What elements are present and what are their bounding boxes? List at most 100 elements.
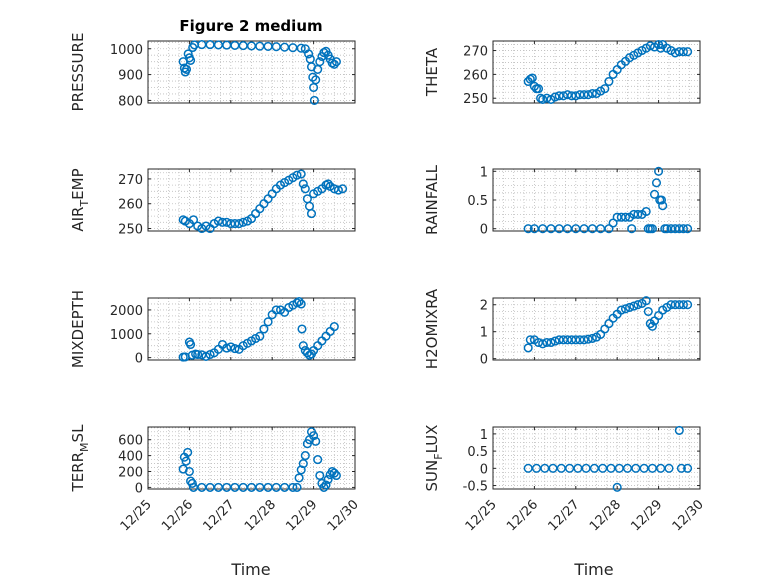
- y-tick-label: 1000: [110, 328, 143, 343]
- data-point: [579, 335, 589, 345]
- data-point: [538, 339, 548, 349]
- data-point: [234, 219, 244, 229]
- axes-box: [147, 297, 356, 361]
- data-point: [633, 300, 643, 310]
- data-point: [333, 185, 343, 195]
- data-point: [321, 480, 331, 490]
- data-point: [571, 91, 581, 101]
- data-point: [263, 317, 273, 327]
- data-point: [271, 305, 281, 315]
- data-point: [288, 482, 298, 492]
- data-point: [527, 73, 537, 83]
- data-point: [294, 297, 304, 307]
- y-axis-label-1: PRESSURE: [69, 33, 87, 112]
- x-tick-label: 12/26: [504, 497, 541, 534]
- y-tick-label: 1: [480, 428, 488, 443]
- data-point: [331, 57, 341, 67]
- data-point: [313, 455, 323, 465]
- subplot-6: 0 1 2 H2OMIXRA: [423, 288, 701, 369]
- x-tick-label: 12/30: [325, 497, 362, 534]
- data-series: [523, 40, 693, 104]
- x-tick-label: 12/29: [628, 497, 665, 534]
- data-point: [255, 331, 265, 341]
- x-tick-label: 12/27: [201, 497, 238, 534]
- y-tick-label: 900: [118, 69, 143, 84]
- data-point: [183, 447, 193, 457]
- subplot-4: 0 0.5 1 RAINFALL: [423, 164, 701, 238]
- data-point: [311, 436, 321, 446]
- x-axis-label-right: Time: [573, 560, 613, 579]
- data-point: [647, 321, 657, 331]
- axes-box: [492, 426, 701, 490]
- data-point: [525, 335, 535, 345]
- data-point: [300, 184, 310, 194]
- data-series: [178, 297, 339, 362]
- data-point: [656, 195, 667, 205]
- data-point: [550, 336, 560, 346]
- data-point: [331, 470, 341, 481]
- data-point: [600, 84, 610, 94]
- data-point: [292, 482, 302, 492]
- figure-title: Figure 2 medium: [179, 17, 322, 35]
- y-tick-label: 400: [118, 450, 143, 465]
- y-tick-label: 0: [480, 353, 488, 368]
- data-point: [608, 218, 618, 228]
- data-series: [523, 425, 693, 492]
- data-point: [238, 217, 248, 227]
- axes-box: [492, 297, 701, 361]
- data-point: [678, 47, 688, 57]
- data-point: [546, 337, 556, 348]
- data-point: [674, 425, 684, 435]
- data-series: [523, 166, 693, 234]
- y-axis-label-7: TERRMSL: [69, 424, 91, 493]
- y-tick-label: 0: [480, 223, 488, 238]
- data-point: [625, 302, 635, 312]
- data-point: [643, 306, 653, 317]
- y-tick-label: 0.5: [467, 194, 488, 209]
- y-tick-label: 260: [118, 198, 143, 213]
- y-tick-label: 0: [480, 462, 488, 477]
- data-point: [186, 339, 196, 350]
- x-tick-label: 12/30: [670, 497, 707, 534]
- data-point: [651, 178, 662, 188]
- data-point: [188, 215, 199, 225]
- data-point: [542, 93, 552, 103]
- data-point: [616, 305, 626, 315]
- data-point: [329, 59, 339, 69]
- y-tick-label: 1: [480, 165, 488, 180]
- data-point: [315, 470, 325, 481]
- grid-lines: [148, 298, 355, 360]
- data-point: [612, 482, 622, 492]
- data-series: [178, 40, 341, 105]
- subplot-2: 250 260 270 THETA: [423, 40, 701, 107]
- data-point: [627, 224, 637, 234]
- data-point: [311, 75, 321, 85]
- data-point: [664, 463, 674, 473]
- y-tick-label: 1000: [110, 43, 143, 58]
- x-tick-label: 12/29: [283, 497, 320, 534]
- data-point: [633, 209, 643, 219]
- axes-box: [147, 40, 356, 104]
- subplot-8: -0.5 0 0.5 1 12/25 12/26 12/27 12/28 12/29 12/30 S…: [423, 425, 707, 535]
- data-point: [554, 91, 564, 101]
- y-tick-label: 1: [480, 326, 488, 341]
- data-point: [620, 304, 631, 314]
- y-tick-label: 250: [118, 223, 143, 238]
- data-point: [533, 84, 544, 94]
- data-point: [230, 344, 240, 354]
- data-point: [297, 324, 307, 334]
- data-point: [296, 169, 306, 179]
- y-tick-label: 2: [480, 299, 488, 314]
- data-point: [296, 43, 306, 53]
- data-point: [523, 224, 533, 234]
- grid-lines: [493, 41, 700, 103]
- data-point: [181, 64, 192, 74]
- data-point: [323, 474, 333, 485]
- subplot-5: 0 1000 2000 MIXDEPTH: [69, 290, 356, 368]
- data-point: [213, 216, 223, 226]
- data-point: [306, 209, 317, 219]
- grid-lines: [148, 427, 355, 489]
- data-point: [676, 463, 686, 473]
- data-point: [542, 337, 552, 348]
- y-axis-label-2: THETA: [423, 47, 441, 97]
